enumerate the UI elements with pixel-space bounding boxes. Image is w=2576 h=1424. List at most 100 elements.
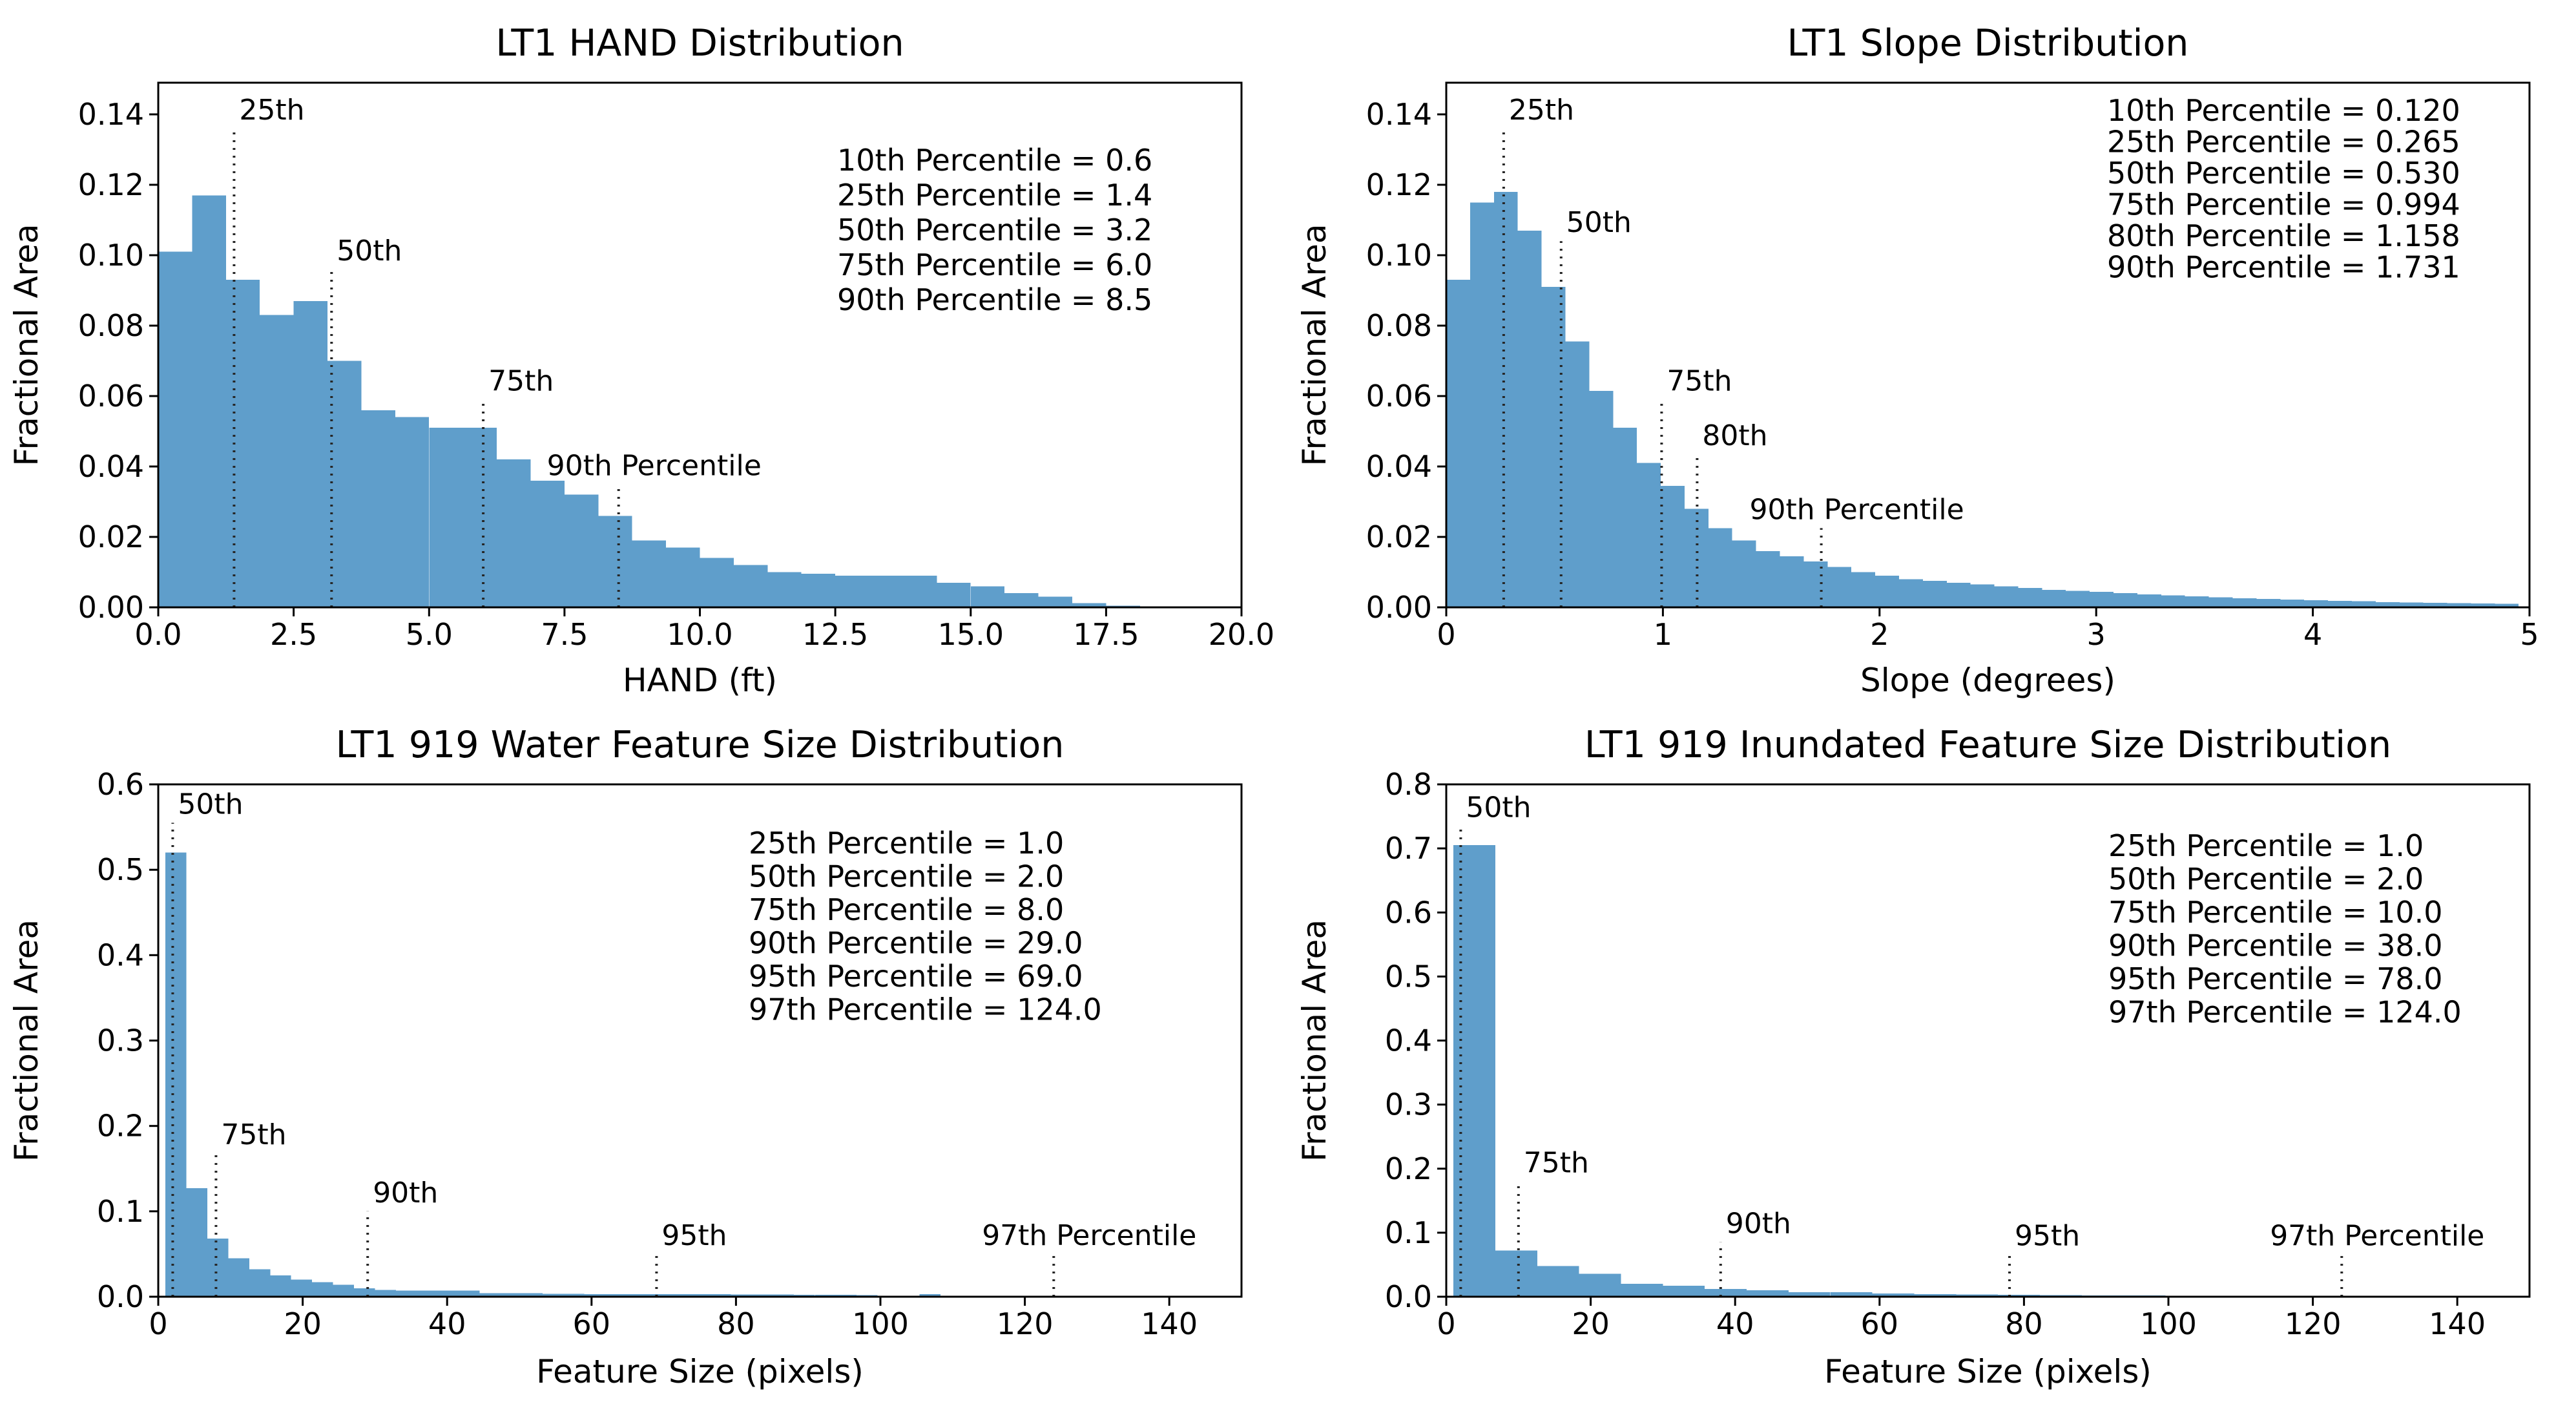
stats-line: 90th Percentile = 8.5 — [837, 282, 1152, 317]
histogram-bar — [1830, 1292, 1873, 1297]
percentile-label: 90th — [373, 1177, 438, 1209]
histogram-bar — [312, 1282, 333, 1297]
histogram-bar — [1565, 341, 1590, 607]
x-tick-label: 0 — [1437, 617, 1455, 652]
histogram-bar — [1621, 1284, 1663, 1297]
histogram-bar — [2328, 601, 2352, 607]
histogram-bar — [1732, 540, 1756, 607]
histogram-bar — [1589, 390, 1614, 607]
histogram-bar — [293, 300, 327, 607]
y-axis-label: Fractional Area — [8, 919, 45, 1162]
histogram-bar — [2304, 600, 2329, 607]
x-tick-label: 120 — [2285, 1306, 2342, 1341]
x-tick-label: 5 — [2520, 617, 2539, 652]
histogram-bar — [327, 361, 362, 607]
stats-line: 25th Percentile = 1.4 — [837, 178, 1152, 213]
x-axis-label: HAND (ft) — [623, 662, 777, 699]
chart-title: LT1 Slope Distribution — [1787, 22, 2189, 65]
histogram-bar — [605, 1294, 627, 1297]
y-tick-label: 0.1 — [97, 1194, 144, 1229]
histogram-bar — [1613, 428, 1637, 607]
percentile-label: 50th — [1466, 791, 1531, 824]
histogram-bar — [375, 1290, 396, 1297]
histogram-bar — [1684, 508, 1709, 607]
y-tick-label: 0.12 — [78, 167, 144, 202]
y-tick-label: 0.14 — [78, 97, 144, 132]
y-tick-label: 0.14 — [1366, 97, 1432, 132]
x-tick-label: 20 — [1572, 1306, 1610, 1341]
histogram-bar — [801, 574, 836, 607]
x-tick-label: 60 — [1861, 1306, 1899, 1341]
histogram-bar — [869, 576, 903, 607]
chart-water-feature-size-distribution: 50th 75th 90th 95th 97th Percentile 0 20 40 60 80… — [0, 712, 1288, 1424]
percentile-label: 50th — [178, 788, 243, 821]
histogram-bar — [1495, 1250, 1537, 1297]
y-tick-label: 0.5 — [97, 852, 144, 887]
histogram-bar — [1470, 202, 1494, 607]
histogram-bar — [668, 1294, 689, 1297]
histogram-bar — [1946, 582, 1971, 607]
stats-line: 90th Percentile = 29.0 — [749, 926, 1083, 961]
histogram-bar — [1493, 191, 1518, 607]
histogram-bar — [1541, 287, 1566, 607]
histogram-bar — [733, 565, 768, 607]
histogram-bar — [1780, 556, 1804, 607]
chart-svg-water-feature-size-distribution: 50th 75th 90th 95th 97th Percentile 0 20 40 60 80… — [0, 712, 1288, 1424]
histogram-bar — [2161, 595, 2185, 607]
histogram-bar — [1579, 1273, 1621, 1297]
percentile-label: 75th — [488, 365, 554, 398]
histogram-bar — [1827, 567, 1852, 607]
stats-line: 25th Percentile = 0.265 — [2107, 125, 2460, 160]
histogram-bar — [1705, 1289, 1747, 1297]
histogram-bar — [752, 1294, 773, 1297]
y-tick-label: 0.5 — [1385, 959, 1432, 994]
histogram-bar — [1747, 1290, 1789, 1297]
histogram-bar — [2137, 594, 2161, 607]
histogram-bar — [700, 558, 734, 607]
y-tick-label: 0.2 — [97, 1109, 144, 1144]
y-tick-label: 0.3 — [1385, 1087, 1432, 1122]
histogram-bar — [395, 417, 430, 607]
histogram-bar — [249, 1269, 271, 1297]
x-tick-label: 60 — [573, 1306, 611, 1341]
histogram-bars — [1446, 191, 2519, 607]
histogram-bar — [2018, 588, 2042, 607]
y-tick-label: 0.02 — [78, 519, 144, 554]
histogram-bar — [1537, 1266, 1579, 1297]
histogram-bar — [2066, 591, 2090, 607]
y-axis: 0.0 0.1 0.2 0.3 0.4 0.5 0.6 Fractional Area — [8, 767, 158, 1314]
stats-line: 75th Percentile = 0.994 — [2107, 187, 2460, 222]
y-tick-label: 0.04 — [1366, 449, 1432, 484]
histogram-bar — [497, 459, 531, 607]
chart-slope-distribution: 25th 50th 75th 80th 90th Percentile 0 1 2 3 4 5 Slo… — [1288, 0, 2576, 712]
histogram-bar — [598, 516, 632, 607]
histogram-bar — [564, 494, 599, 607]
histogram-bar — [689, 1294, 711, 1297]
histogram-bar — [1072, 603, 1106, 607]
stats-line: 97th Percentile = 124.0 — [2108, 995, 2462, 1030]
histogram-bar — [521, 1293, 543, 1297]
x-tick-label: 140 — [2429, 1306, 2486, 1341]
stats-line: 50th Percentile = 2.0 — [749, 859, 1064, 894]
histogram-bar — [1756, 550, 1780, 607]
y-tick-label: 0.6 — [1385, 895, 1432, 930]
stats-line: 50th Percentile = 3.2 — [837, 213, 1152, 247]
stats-line: 25th Percentile = 1.0 — [749, 826, 1064, 861]
y-tick-label: 0.04 — [78, 449, 144, 484]
histogram-bar — [1872, 1293, 1915, 1297]
histogram-bar — [1922, 581, 1947, 607]
y-tick-label: 0.4 — [97, 937, 144, 972]
chart-hand-distribution: 25th 50th 75th 90th Percentile 0.0 2.5 5.0 7.5 1… — [0, 0, 1288, 712]
x-tick-label: 3 — [2087, 617, 2106, 652]
histogram-bar — [584, 1294, 605, 1297]
histogram-bar — [2495, 603, 2519, 607]
y-tick-label: 0.0 — [97, 1279, 144, 1314]
x-tick-label: 7.5 — [541, 617, 588, 652]
x-axis: 0 20 40 60 80 100 120 140 Feature Size (pixels) — [1437, 1297, 2486, 1390]
histogram-bar — [2042, 589, 2066, 607]
histogram-bars — [158, 195, 1140, 608]
histogram-bar — [1661, 486, 1685, 607]
histogram-bar — [1851, 572, 1876, 607]
histogram-bar — [2423, 602, 2447, 607]
stats-line: 50th Percentile = 2.0 — [2108, 862, 2424, 897]
